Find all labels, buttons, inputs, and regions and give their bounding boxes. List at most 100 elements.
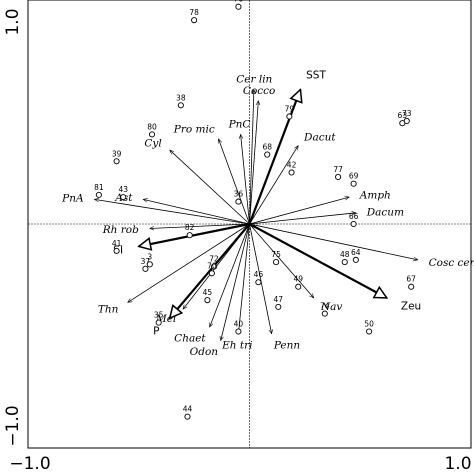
species-label-rh-rob: Rh rob xyxy=(102,224,139,236)
site-point-79 xyxy=(286,113,293,120)
site-label-64: 64 xyxy=(351,248,361,257)
species-label-nav: Nav xyxy=(320,301,342,313)
site-label-42: 42 xyxy=(287,160,297,169)
species-arrow-pnc xyxy=(241,134,250,225)
site-label-39: 39 xyxy=(112,149,122,158)
species-label-dacut: Dacut xyxy=(303,131,336,143)
site-point-78 xyxy=(191,17,198,24)
site-label-80: 80 xyxy=(147,122,157,131)
site-label-63: 63 xyxy=(398,111,408,120)
env-label-zeu: Zeu xyxy=(401,301,421,313)
site-point-64 xyxy=(352,256,359,263)
site-label-75: 75 xyxy=(271,250,281,259)
site-label-41: 41 xyxy=(112,239,122,248)
y-tick-label-min: −1.0 xyxy=(3,405,23,446)
site-point-3 xyxy=(146,261,153,268)
species-label-pnc: PnC xyxy=(228,118,251,130)
species-arrow-cer-lin xyxy=(249,90,254,225)
site-label-78: 78 xyxy=(189,8,199,17)
x-tick-label-max: 1.0 xyxy=(444,454,471,474)
site-point-66 xyxy=(350,220,357,228)
species-label-amph: Amph xyxy=(359,189,391,201)
species-arrow-cyl xyxy=(170,150,250,225)
site-point-68 xyxy=(264,151,271,158)
site-label-48: 48 xyxy=(340,250,350,259)
species-arrow-penn xyxy=(249,223,272,334)
site-label-68: 68 xyxy=(262,143,272,152)
site-label-47: 47 xyxy=(274,295,284,304)
species-arrow-amph xyxy=(249,197,350,225)
site-point-41 xyxy=(113,247,120,254)
species-label-eh-tri: Eh tri xyxy=(221,340,252,352)
site-label-36: 36 xyxy=(234,190,244,199)
site-label-70: 70 xyxy=(207,261,217,270)
species-arrow-pro-mic xyxy=(218,139,250,225)
site-point-42 xyxy=(288,169,295,176)
site-point-82 xyxy=(186,232,193,239)
y-tick-label-max: 1.0 xyxy=(3,8,23,35)
site-label-73: 73 xyxy=(402,109,412,118)
species-arrow-pna xyxy=(94,199,250,225)
species-label-penn: Penn xyxy=(273,340,301,352)
site-label-74: 74 xyxy=(320,302,330,311)
species-label-pro-mic: Pro mic xyxy=(173,124,215,136)
site-point-49 xyxy=(295,283,302,290)
species-label-chaet: Chaet xyxy=(174,332,206,344)
site-point-40 xyxy=(235,328,242,335)
env-label-p: P xyxy=(153,325,159,337)
species-arrow-ast xyxy=(143,199,250,225)
site-point-43 xyxy=(120,194,127,201)
site-point-37 xyxy=(142,265,149,272)
site-point-76 xyxy=(235,3,242,10)
site-label-82: 82 xyxy=(185,223,195,232)
species-arrow-chaet xyxy=(210,223,250,327)
species-label-odon: Odon xyxy=(190,346,219,358)
species-label-cocco: Cocco xyxy=(243,85,275,97)
species-arrow-cocco xyxy=(249,101,259,225)
site-label-79: 79 xyxy=(285,104,295,113)
site-label-38: 38 xyxy=(176,93,186,102)
site-point-74 xyxy=(321,310,328,317)
site-point-80 xyxy=(148,131,156,138)
species-arrow-cosc-cen xyxy=(249,223,418,260)
site-point-75 xyxy=(273,259,280,266)
site-point-38 xyxy=(177,102,184,109)
species-arrow-rh-rob xyxy=(150,223,250,228)
site-label-77: 77 xyxy=(333,165,343,174)
site-label-35: 35 xyxy=(154,311,164,320)
site-point-73 xyxy=(403,117,410,125)
site-label-67: 67 xyxy=(406,275,416,284)
site-point-46 xyxy=(255,279,262,286)
site-point-48 xyxy=(341,259,348,266)
site-point-67 xyxy=(408,283,415,290)
site-label-43: 43 xyxy=(118,185,128,194)
site-point-44 xyxy=(184,413,191,420)
species-arrow-eh-tri xyxy=(238,223,250,334)
site-point-36 xyxy=(235,198,242,205)
site-label-66: 66 xyxy=(349,212,359,221)
env-arrow-si xyxy=(139,222,250,246)
species-label-cyl: Cyl xyxy=(144,138,161,150)
env-arrow-p xyxy=(170,223,251,318)
x-tick-label-min: −1.0 xyxy=(9,454,50,474)
site-label-69: 69 xyxy=(349,172,359,181)
species-label-pna: PnA xyxy=(61,193,84,205)
species-label-cosc-cen: Cosc cen xyxy=(429,257,474,269)
species-arrow-dacum xyxy=(249,213,356,225)
env-label-sst: SST xyxy=(306,70,326,82)
site-label-49: 49 xyxy=(293,275,303,284)
site-point-35 xyxy=(155,319,162,326)
site-point-47 xyxy=(275,303,282,310)
species-arrow-nav xyxy=(249,223,314,298)
site-label-3: 3 xyxy=(147,252,152,261)
species-arrow-dacut xyxy=(249,146,299,225)
site-point-72 xyxy=(211,263,218,270)
species-arrow-thn xyxy=(128,223,250,302)
site-point-39 xyxy=(113,158,120,165)
site-label-44: 44 xyxy=(183,405,193,414)
species-label-dacum: Dacum xyxy=(366,207,404,219)
